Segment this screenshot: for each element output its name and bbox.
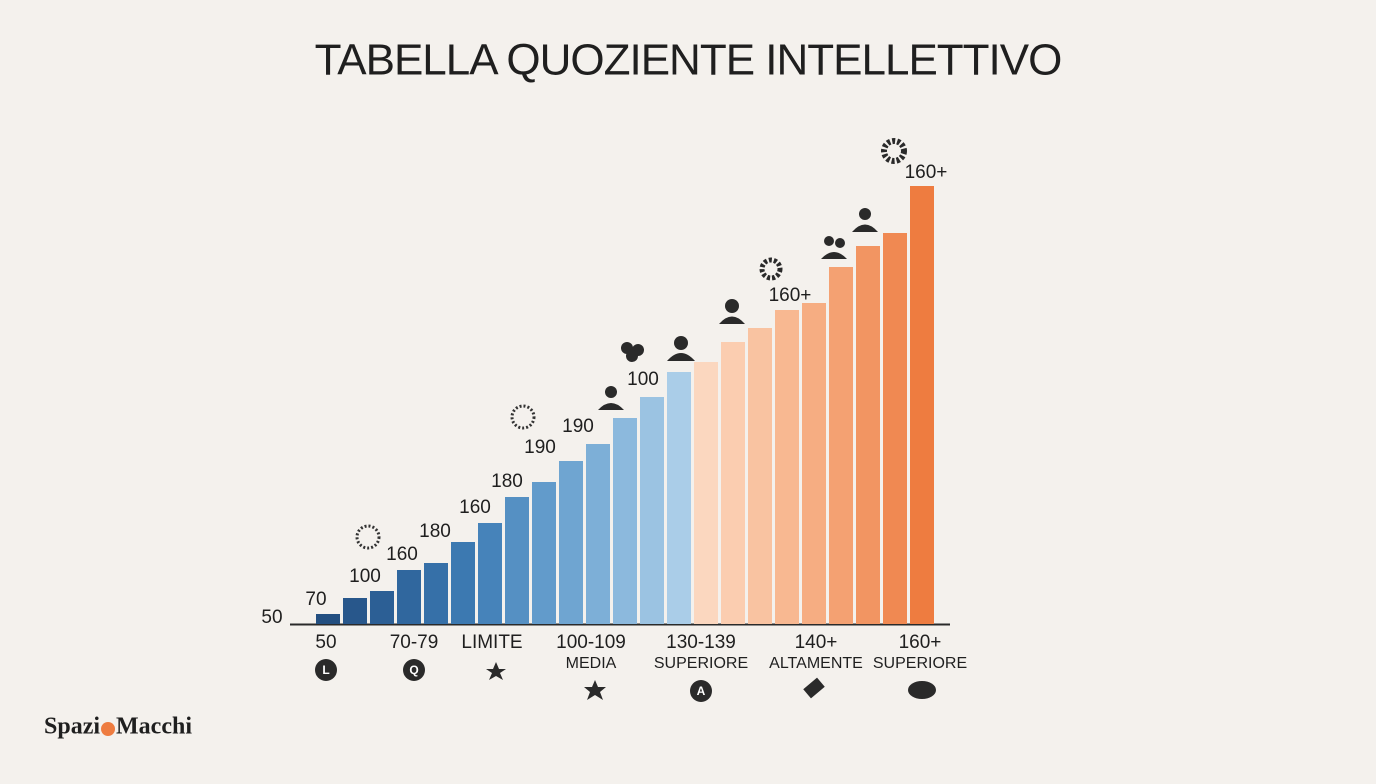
category-sublabel: ALTAMENTE — [769, 655, 863, 672]
category-label: 70-79 — [390, 632, 439, 653]
category-label: 100-109 — [556, 632, 626, 653]
icon-letter: A — [697, 684, 706, 698]
annotation: 70 — [305, 589, 326, 610]
annotation: 190 — [524, 437, 556, 458]
annotation: 180 — [491, 471, 523, 492]
category-label: LIMITE — [461, 632, 522, 653]
bar — [451, 542, 475, 624]
category-label: 50 — [315, 632, 336, 653]
bar — [586, 444, 610, 624]
annotation: 160 — [386, 544, 418, 565]
bar — [667, 372, 691, 624]
annotation: 160+ — [769, 285, 812, 306]
bar — [316, 614, 340, 624]
category-label: 130-139 — [666, 632, 736, 653]
brand: Macchi — [116, 714, 192, 740]
bar — [829, 267, 853, 624]
bar — [883, 233, 907, 624]
annotation: 180 — [419, 521, 451, 542]
annotation: 160 — [459, 497, 491, 518]
icons — [355, 138, 936, 700]
bar — [802, 303, 826, 624]
bar — [694, 362, 718, 624]
category-sublabel: MEDIA — [566, 655, 617, 672]
icon-badge — [690, 680, 712, 702]
annotation: 100 — [627, 369, 659, 390]
bar — [910, 186, 934, 624]
bar — [721, 342, 745, 624]
bar — [640, 397, 664, 624]
bar — [370, 591, 394, 624]
category-sublabel: SUPERIORE — [873, 655, 967, 672]
brand-dot — [101, 722, 116, 736]
bar — [424, 563, 448, 624]
icon-badge — [315, 659, 337, 681]
bar — [856, 246, 880, 624]
annotation: 50 — [261, 607, 282, 628]
category-sublabel: SUPERIORE — [654, 655, 748, 672]
icon-badge — [403, 659, 425, 681]
bar — [343, 598, 367, 624]
bar — [505, 497, 529, 624]
annotation: 160+ — [905, 162, 948, 183]
bar — [397, 570, 421, 624]
annotation: 190 — [562, 416, 594, 437]
bar — [532, 482, 556, 624]
bar — [478, 523, 502, 624]
category-label: 140+ — [795, 632, 838, 653]
icon-letter: L — [322, 663, 329, 677]
icon-letter: Q — [409, 663, 418, 677]
chart-title: TABELLA QUOZIENTE INTELLETTIVO — [315, 36, 1062, 85]
brand: Spazi — [44, 714, 100, 740]
bar — [775, 310, 799, 624]
annotation: 100 — [349, 566, 381, 587]
bar — [559, 461, 583, 624]
bar — [613, 418, 637, 624]
bar — [748, 328, 772, 624]
category-label: 160+ — [899, 632, 942, 653]
